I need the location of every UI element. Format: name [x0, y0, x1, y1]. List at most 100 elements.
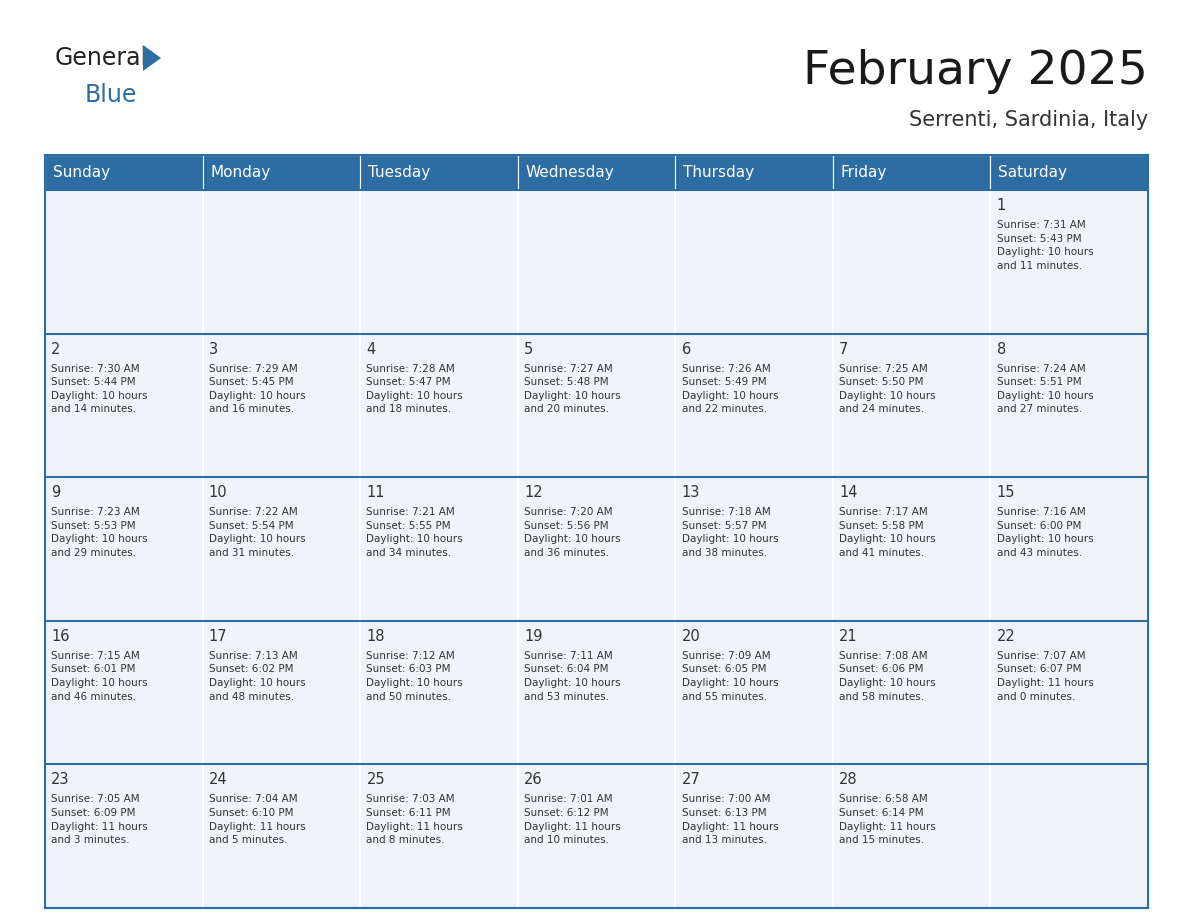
Bar: [833, 621, 991, 765]
Text: 15: 15: [997, 486, 1016, 500]
Bar: [675, 621, 833, 765]
Text: Sunrise: 7:20 AM
Sunset: 5:56 PM
Daylight: 10 hours
and 36 minutes.: Sunrise: 7:20 AM Sunset: 5:56 PM Dayligh…: [524, 508, 620, 558]
Bar: [518, 621, 675, 765]
Bar: [518, 765, 675, 908]
Text: Sunrise: 7:30 AM
Sunset: 5:44 PM
Daylight: 10 hours
and 14 minutes.: Sunrise: 7:30 AM Sunset: 5:44 PM Dayligh…: [51, 364, 148, 414]
Text: 26: 26: [524, 772, 543, 788]
Text: Friday: Friday: [841, 165, 887, 180]
Text: 12: 12: [524, 486, 543, 500]
Text: Sunrise: 7:03 AM
Sunset: 6:11 PM
Daylight: 11 hours
and 8 minutes.: Sunrise: 7:03 AM Sunset: 6:11 PM Dayligh…: [366, 794, 463, 845]
Bar: [675, 765, 833, 908]
Bar: [675, 477, 833, 621]
Bar: [991, 190, 1148, 333]
Bar: [360, 765, 518, 908]
Text: Sunrise: 7:16 AM
Sunset: 6:00 PM
Daylight: 10 hours
and 43 minutes.: Sunrise: 7:16 AM Sunset: 6:00 PM Dayligh…: [997, 508, 1093, 558]
Bar: [991, 477, 1148, 621]
Text: Sunrise: 7:24 AM
Sunset: 5:51 PM
Daylight: 10 hours
and 27 minutes.: Sunrise: 7:24 AM Sunset: 5:51 PM Dayligh…: [997, 364, 1093, 414]
Text: 8: 8: [997, 341, 1006, 356]
Text: Thursday: Thursday: [683, 165, 754, 180]
Bar: [518, 155, 675, 190]
Bar: [518, 190, 675, 333]
Bar: [991, 765, 1148, 908]
Bar: [203, 477, 360, 621]
Text: Sunrise: 7:00 AM
Sunset: 6:13 PM
Daylight: 11 hours
and 13 minutes.: Sunrise: 7:00 AM Sunset: 6:13 PM Dayligh…: [682, 794, 778, 845]
Text: 4: 4: [366, 341, 375, 356]
Text: 20: 20: [682, 629, 701, 644]
Text: 22: 22: [997, 629, 1016, 644]
Text: Sunrise: 7:31 AM
Sunset: 5:43 PM
Daylight: 10 hours
and 11 minutes.: Sunrise: 7:31 AM Sunset: 5:43 PM Dayligh…: [997, 220, 1093, 271]
Bar: [203, 765, 360, 908]
Bar: [360, 621, 518, 765]
Text: Sunrise: 7:22 AM
Sunset: 5:54 PM
Daylight: 10 hours
and 31 minutes.: Sunrise: 7:22 AM Sunset: 5:54 PM Dayligh…: [209, 508, 305, 558]
Text: Wednesday: Wednesday: [525, 165, 614, 180]
Text: 16: 16: [51, 629, 70, 644]
Bar: [45, 765, 203, 908]
Text: 19: 19: [524, 629, 543, 644]
Text: 3: 3: [209, 341, 219, 356]
Bar: [518, 333, 675, 477]
Text: 23: 23: [51, 772, 70, 788]
Bar: [991, 333, 1148, 477]
Bar: [45, 477, 203, 621]
Text: Sunrise: 7:23 AM
Sunset: 5:53 PM
Daylight: 10 hours
and 29 minutes.: Sunrise: 7:23 AM Sunset: 5:53 PM Dayligh…: [51, 508, 148, 558]
Text: Sunrise: 7:21 AM
Sunset: 5:55 PM
Daylight: 10 hours
and 34 minutes.: Sunrise: 7:21 AM Sunset: 5:55 PM Dayligh…: [366, 508, 463, 558]
Text: 27: 27: [682, 772, 701, 788]
Text: 25: 25: [366, 772, 385, 788]
Text: 11: 11: [366, 486, 385, 500]
Text: Serrenti, Sardinia, Italy: Serrenti, Sardinia, Italy: [909, 110, 1148, 130]
Bar: [360, 155, 518, 190]
Bar: [991, 155, 1148, 190]
Text: 6: 6: [682, 341, 691, 356]
Bar: [360, 333, 518, 477]
Text: February 2025: February 2025: [803, 50, 1148, 95]
Text: Blue: Blue: [86, 83, 138, 107]
Bar: [518, 477, 675, 621]
Text: 21: 21: [839, 629, 858, 644]
Bar: [833, 477, 991, 621]
Bar: [45, 190, 203, 333]
Bar: [45, 155, 203, 190]
Text: Monday: Monday: [210, 165, 271, 180]
Bar: [675, 155, 833, 190]
Text: Tuesday: Tuesday: [368, 165, 430, 180]
Text: Sunrise: 7:04 AM
Sunset: 6:10 PM
Daylight: 11 hours
and 5 minutes.: Sunrise: 7:04 AM Sunset: 6:10 PM Dayligh…: [209, 794, 305, 845]
Text: Sunrise: 7:05 AM
Sunset: 6:09 PM
Daylight: 11 hours
and 3 minutes.: Sunrise: 7:05 AM Sunset: 6:09 PM Dayligh…: [51, 794, 148, 845]
Text: General: General: [55, 46, 148, 70]
Bar: [833, 765, 991, 908]
Text: Sunrise: 7:13 AM
Sunset: 6:02 PM
Daylight: 10 hours
and 48 minutes.: Sunrise: 7:13 AM Sunset: 6:02 PM Dayligh…: [209, 651, 305, 701]
Text: Saturday: Saturday: [998, 165, 1067, 180]
Text: Sunrise: 7:26 AM
Sunset: 5:49 PM
Daylight: 10 hours
and 22 minutes.: Sunrise: 7:26 AM Sunset: 5:49 PM Dayligh…: [682, 364, 778, 414]
Bar: [360, 190, 518, 333]
Text: Sunrise: 7:12 AM
Sunset: 6:03 PM
Daylight: 10 hours
and 50 minutes.: Sunrise: 7:12 AM Sunset: 6:03 PM Dayligh…: [366, 651, 463, 701]
Text: 13: 13: [682, 486, 700, 500]
Bar: [203, 190, 360, 333]
Text: 5: 5: [524, 341, 533, 356]
Text: 17: 17: [209, 629, 227, 644]
Text: Sunrise: 7:25 AM
Sunset: 5:50 PM
Daylight: 10 hours
and 24 minutes.: Sunrise: 7:25 AM Sunset: 5:50 PM Dayligh…: [839, 364, 936, 414]
Text: 7: 7: [839, 341, 848, 356]
Bar: [45, 621, 203, 765]
Text: Sunrise: 7:29 AM
Sunset: 5:45 PM
Daylight: 10 hours
and 16 minutes.: Sunrise: 7:29 AM Sunset: 5:45 PM Dayligh…: [209, 364, 305, 414]
Text: Sunrise: 7:07 AM
Sunset: 6:07 PM
Daylight: 11 hours
and 0 minutes.: Sunrise: 7:07 AM Sunset: 6:07 PM Dayligh…: [997, 651, 1093, 701]
Text: 2: 2: [51, 341, 61, 356]
Polygon shape: [143, 45, 162, 71]
Text: 28: 28: [839, 772, 858, 788]
Text: 18: 18: [366, 629, 385, 644]
Text: Sunrise: 7:01 AM
Sunset: 6:12 PM
Daylight: 11 hours
and 10 minutes.: Sunrise: 7:01 AM Sunset: 6:12 PM Dayligh…: [524, 794, 621, 845]
Bar: [991, 621, 1148, 765]
Text: 1: 1: [997, 198, 1006, 213]
Text: 9: 9: [51, 486, 61, 500]
Text: 10: 10: [209, 486, 227, 500]
Text: Sunrise: 7:11 AM
Sunset: 6:04 PM
Daylight: 10 hours
and 53 minutes.: Sunrise: 7:11 AM Sunset: 6:04 PM Dayligh…: [524, 651, 620, 701]
Bar: [675, 333, 833, 477]
Text: Sunrise: 7:09 AM
Sunset: 6:05 PM
Daylight: 10 hours
and 55 minutes.: Sunrise: 7:09 AM Sunset: 6:05 PM Dayligh…: [682, 651, 778, 701]
Text: 24: 24: [209, 772, 227, 788]
Bar: [45, 333, 203, 477]
Bar: [833, 155, 991, 190]
Text: Sunrise: 7:18 AM
Sunset: 5:57 PM
Daylight: 10 hours
and 38 minutes.: Sunrise: 7:18 AM Sunset: 5:57 PM Dayligh…: [682, 508, 778, 558]
Bar: [833, 333, 991, 477]
Text: Sunrise: 7:08 AM
Sunset: 6:06 PM
Daylight: 10 hours
and 58 minutes.: Sunrise: 7:08 AM Sunset: 6:06 PM Dayligh…: [839, 651, 936, 701]
Bar: [203, 155, 360, 190]
Text: Sunday: Sunday: [53, 165, 110, 180]
Text: Sunrise: 6:58 AM
Sunset: 6:14 PM
Daylight: 11 hours
and 15 minutes.: Sunrise: 6:58 AM Sunset: 6:14 PM Dayligh…: [839, 794, 936, 845]
